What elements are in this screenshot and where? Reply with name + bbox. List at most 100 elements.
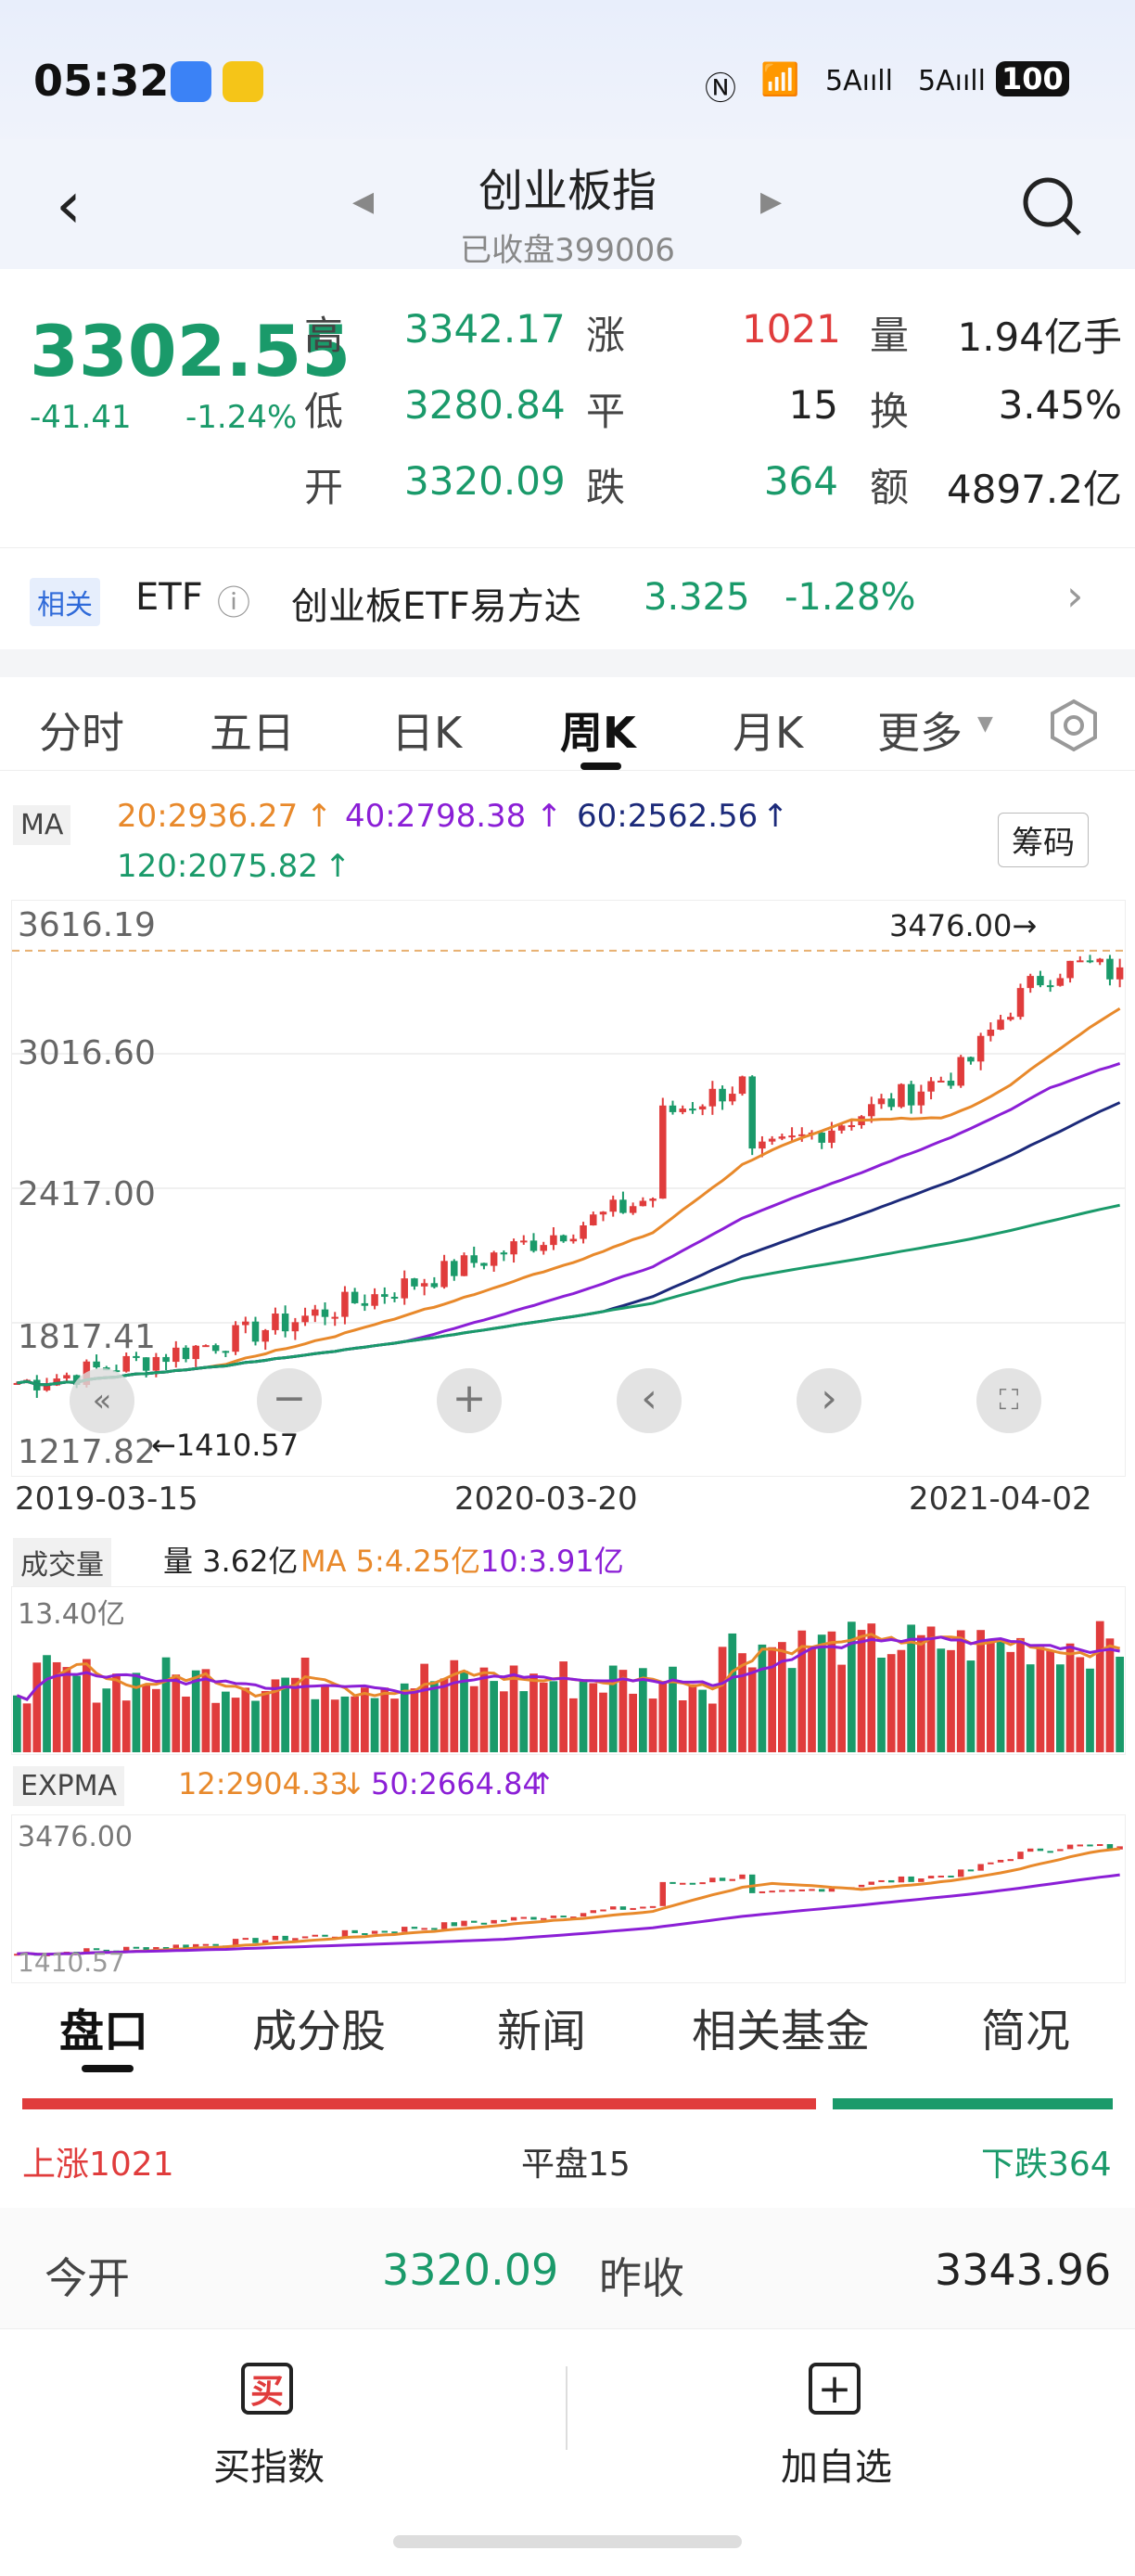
title-bar: ‹ ◀ 创业板指 已收盘399006 ▶: [0, 139, 1135, 269]
volume-bar: [191, 1670, 200, 1752]
fullscreen-icon[interactable]: ⛶: [976, 1368, 1041, 1433]
expma-candle: [888, 1879, 895, 1883]
chevron-down-icon: ▼: [977, 712, 993, 736]
candle-body: [420, 1283, 428, 1287]
tab-five-day[interactable]: 五日: [210, 708, 295, 758]
expma-candle: [560, 1916, 567, 1918]
search-icon[interactable]: [1020, 174, 1085, 239]
expma-candle: [868, 1881, 874, 1885]
next-index-icon[interactable]: ▶: [760, 186, 783, 218]
volume-selector[interactable]: 成交量: [13, 1538, 111, 1586]
candle-body: [490, 1252, 498, 1266]
page-subtitle: 已收盘399006: [460, 232, 675, 269]
volume-bar: [778, 1642, 786, 1752]
volume-bar: [987, 1640, 995, 1752]
volume-bar: [300, 1657, 310, 1752]
volume-bar: [817, 1634, 826, 1752]
up-count: 1021: [742, 306, 841, 352]
info-icon[interactable]: ⓘ: [217, 584, 251, 622]
tab-profile[interactable]: 简况: [981, 2006, 1071, 2057]
candle-body: [520, 1240, 528, 1243]
volume-bar: [886, 1654, 896, 1752]
volume-bar: [708, 1703, 717, 1752]
candle-body: [351, 1291, 359, 1303]
candle-body: [619, 1199, 627, 1213]
zoom-out-icon[interactable]: −: [257, 1368, 322, 1433]
volume-chart[interactable]: 13.40亿: [11, 1586, 1126, 1755]
prev-index-icon[interactable]: ◀: [352, 186, 375, 218]
flat-count-label: 平盘15: [521, 2146, 631, 2184]
etf-row[interactable]: 相关 ETF ⓘ 创业板ETF易方达 3.325 -1.28% ›: [0, 547, 1135, 650]
tab-intraday[interactable]: 分时: [39, 708, 124, 758]
scroll-left-icon[interactable]: ‹: [617, 1368, 682, 1433]
price-change-pct: -1.24%: [185, 399, 298, 436]
expma-candle: [670, 1881, 676, 1884]
volume-bar: [261, 1691, 270, 1752]
expma-candle: [312, 1934, 318, 1937]
expma-candle: [193, 1943, 199, 1948]
high-label: 高: [304, 313, 344, 358]
tab-more[interactable]: 更多: [877, 708, 963, 758]
tab-order-book[interactable]: 盘口: [59, 2006, 149, 2057]
scroll-left-fast-icon[interactable]: «: [70, 1368, 134, 1433]
candle-body: [13, 1382, 21, 1385]
expma-candle: [1077, 1844, 1083, 1847]
expma-candle: [798, 1889, 805, 1891]
expma-candle: [421, 1928, 427, 1930]
volume-bar: [340, 1696, 350, 1752]
add-watchlist-button[interactable]: + 加自选: [660, 2353, 1013, 2493]
candle-body: [500, 1252, 508, 1255]
scroll-right-icon[interactable]: ›: [797, 1368, 861, 1433]
candle-body: [321, 1309, 329, 1317]
tab-month-k[interactable]: 月K: [733, 708, 804, 758]
zoom-in-icon[interactable]: +: [437, 1368, 502, 1433]
candle-body: [1046, 985, 1054, 988]
candle-body: [649, 1198, 657, 1201]
volume-bar: [1016, 1637, 1025, 1752]
expma-selector[interactable]: EXPMA: [13, 1766, 125, 1806]
volume-bar: [648, 1698, 657, 1752]
active-bottom-tab-indicator: [82, 2065, 134, 2072]
candle-body: [122, 1355, 130, 1372]
expma-candle: [779, 1890, 785, 1892]
expma-candle: [252, 1938, 259, 1943]
tab-day-k[interactable]: 日K: [391, 708, 463, 758]
volume-bar: [271, 1679, 280, 1752]
kline-chart[interactable]: 3616.19 3016.60 2417.00 1817.41 1217.82 …: [11, 900, 1126, 1477]
ma-selector[interactable]: MA: [13, 805, 71, 845]
buy-index-button[interactable]: 买 买指数: [93, 2353, 445, 2493]
volume-bar: [848, 1621, 856, 1752]
volume-ma5-label: MA 5:4.25亿: [300, 1544, 481, 1579]
candle-body: [251, 1321, 260, 1342]
up-arrow-icon: ↑: [536, 798, 563, 835]
candle-body: [1056, 978, 1065, 986]
volume-bar: [43, 1655, 51, 1752]
expma-chart[interactable]: 3476.00 1410.57: [11, 1814, 1126, 1983]
candle-body: [639, 1200, 647, 1207]
tab-constituents[interactable]: 成分股: [252, 2006, 387, 2057]
prev-close-value: 3343.96: [935, 2245, 1112, 2295]
wifi-icon: 📶: [760, 61, 800, 98]
rise-bar: [22, 2098, 816, 2109]
expma-candle: [927, 1876, 935, 1879]
volume-bar: [728, 1633, 737, 1752]
expma-min-label: 1410.57: [18, 1947, 125, 1978]
tab-related-funds[interactable]: 相关基金: [692, 2006, 871, 2057]
tab-news[interactable]: 新闻: [497, 2006, 587, 2057]
amount-label: 额: [870, 465, 910, 510]
expma50-label: 50:2664.84: [371, 1766, 542, 1801]
y-tick-label: 1217.82: [18, 1433, 156, 1471]
expma50-line: [17, 1873, 1120, 1956]
expma-candle: [153, 1947, 159, 1951]
settings-icon[interactable]: [1044, 696, 1103, 755]
expma-candle: [1037, 1848, 1044, 1852]
chips-button[interactable]: 筹码: [998, 813, 1089, 867]
expma-candle: [729, 1878, 735, 1881]
volume-bar: [837, 1664, 846, 1752]
expma-candle: [341, 1929, 349, 1937]
candle-body: [331, 1316, 338, 1319]
candle-body: [719, 1088, 726, 1102]
back-icon[interactable]: ‹: [56, 167, 82, 243]
candle-body: [480, 1262, 488, 1266]
tab-week-k[interactable]: 周K: [560, 708, 636, 758]
